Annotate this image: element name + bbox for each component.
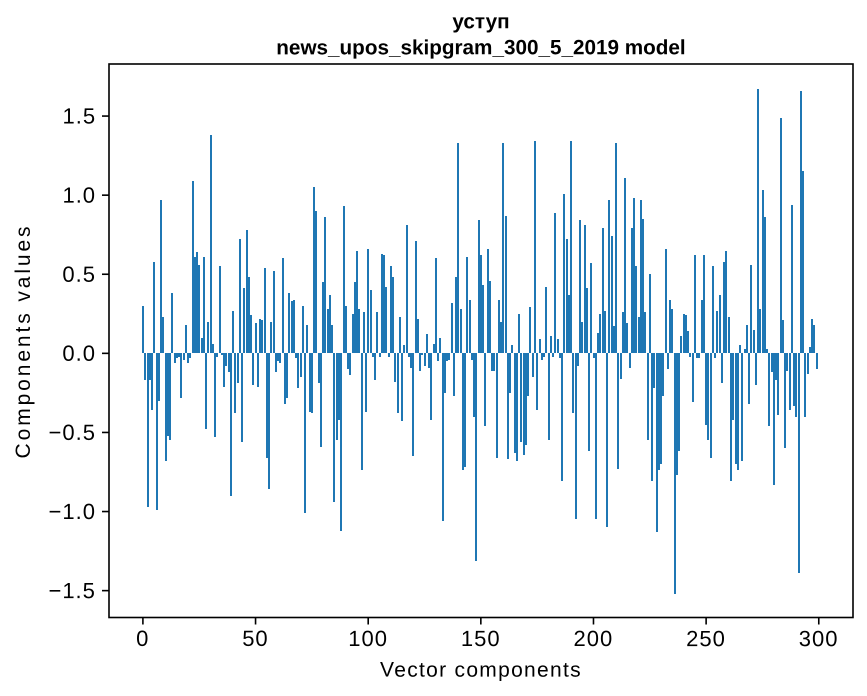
svg-text:200: 200 [574,626,614,651]
svg-text:1.5: 1.5 [62,104,96,129]
svg-text:100: 100 [348,626,388,651]
svg-text:250: 250 [686,626,726,651]
svg-text:−1.5: −1.5 [48,578,95,603]
svg-text:Components values: Components values [12,224,35,459]
svg-text:0: 0 [136,626,149,651]
svg-text:уступ: уступ [452,10,509,33]
svg-text:0.0: 0.0 [62,341,96,366]
svg-text:300: 300 [799,626,839,651]
svg-text:−1.0: −1.0 [48,499,95,524]
svg-text:−0.5: −0.5 [49,420,96,445]
svg-text:news_upos_skipgram_300_5_2019: news_upos_skipgram_300_5_2019 model [276,36,685,59]
svg-text:50: 50 [242,626,268,651]
svg-text:Vector components: Vector components [380,659,582,682]
svg-text:1.0: 1.0 [62,183,96,208]
svg-text:0.5: 0.5 [62,262,96,287]
svg-text:150: 150 [461,626,501,651]
